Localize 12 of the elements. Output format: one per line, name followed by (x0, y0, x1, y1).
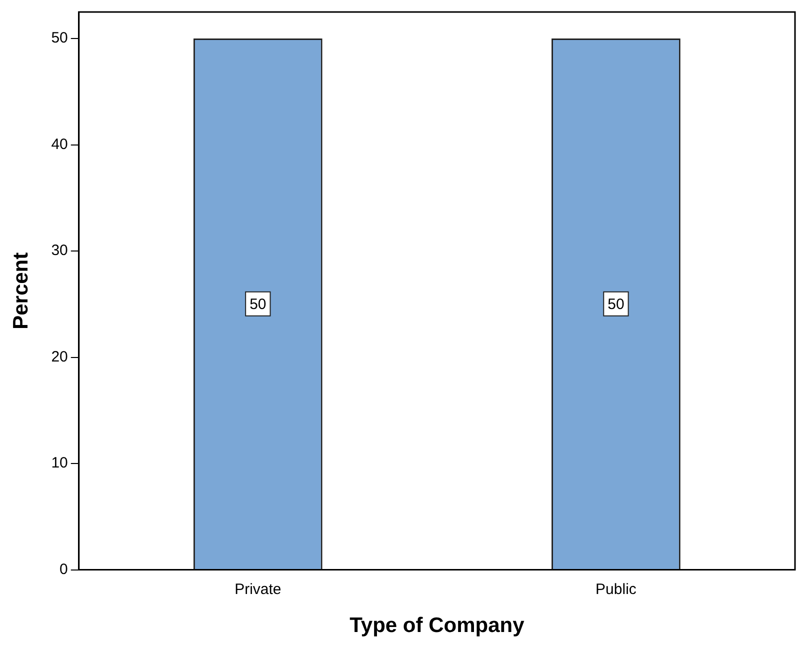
x-tick-label: Private (234, 580, 282, 598)
y-tick-label: 0 (60, 560, 68, 578)
y-tick-label: 30 (51, 242, 68, 260)
data-label: 50 (608, 296, 624, 314)
y-tick-label: 40 (51, 136, 68, 153)
data-label: 50 (250, 296, 266, 314)
y-tick-label: 10 (51, 454, 68, 472)
x-tick-label: Public (596, 580, 637, 598)
y-tick-label: 50 (51, 30, 68, 47)
x-axis-title: Type of Company (350, 614, 525, 638)
y-tick-label: 20 (51, 348, 68, 366)
y-axis-title: Percent (9, 252, 32, 330)
